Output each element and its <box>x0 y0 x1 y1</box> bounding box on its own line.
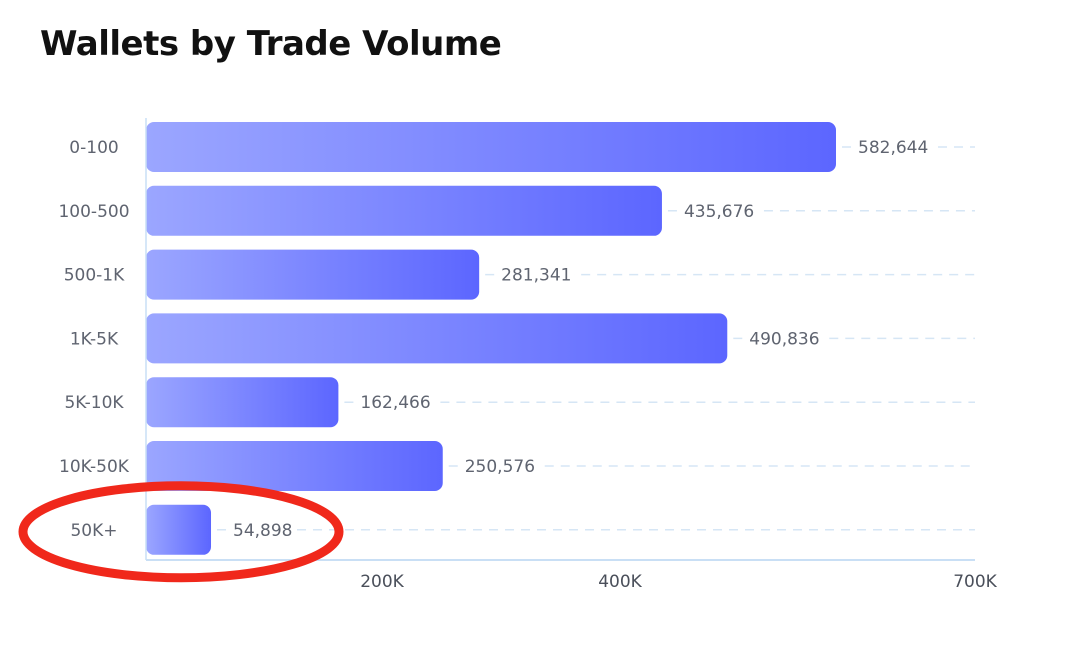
value-label-backing <box>743 326 823 351</box>
bar <box>146 249 480 300</box>
value-label: 435,676 <box>684 202 754 222</box>
value-label: 582,644 <box>858 138 928 158</box>
value-label-backing <box>458 454 538 478</box>
labels: 0-100 582,644 100-500 435,676 500-1K 281,341 1… <box>58 138 928 541</box>
bar <box>146 185 662 236</box>
value-label: 54,898 <box>233 521 292 541</box>
bars <box>146 122 836 555</box>
category-label: 50K+ <box>70 521 117 541</box>
highlight-ellipse <box>18 481 344 583</box>
bar <box>146 313 728 364</box>
chart-title: Wallets by Trade Volume <box>40 24 502 64</box>
category-label: 500-1K <box>64 266 125 286</box>
x-tick-label: 200K <box>360 572 404 592</box>
value-label: 250,576 <box>465 457 535 477</box>
grid-lines <box>217 135 975 542</box>
highlight-annotation <box>18 481 344 583</box>
value-label-backing <box>677 198 758 223</box>
bar <box>146 441 443 491</box>
value-label: 490,836 <box>749 329 819 349</box>
category-label: 100-500 <box>58 202 129 222</box>
value-label: 162,466 <box>360 393 430 413</box>
value-label-backing <box>227 517 297 542</box>
value-label: 281,341 <box>501 266 571 286</box>
category-label: 10K-50K <box>59 457 130 477</box>
x-tick-label: 400K <box>598 572 642 592</box>
bar <box>146 122 836 172</box>
category-label: 0-100 <box>69 138 118 158</box>
value-label-backing <box>354 390 434 415</box>
x-tick-label: 700K <box>953 572 997 592</box>
bar <box>146 377 339 428</box>
value-label-backing <box>852 135 932 159</box>
category-label: 5K-10K <box>64 393 124 413</box>
value-label-backing <box>495 262 575 287</box>
bar <box>146 504 212 555</box>
category-label: 1K-5K <box>70 329 119 349</box>
